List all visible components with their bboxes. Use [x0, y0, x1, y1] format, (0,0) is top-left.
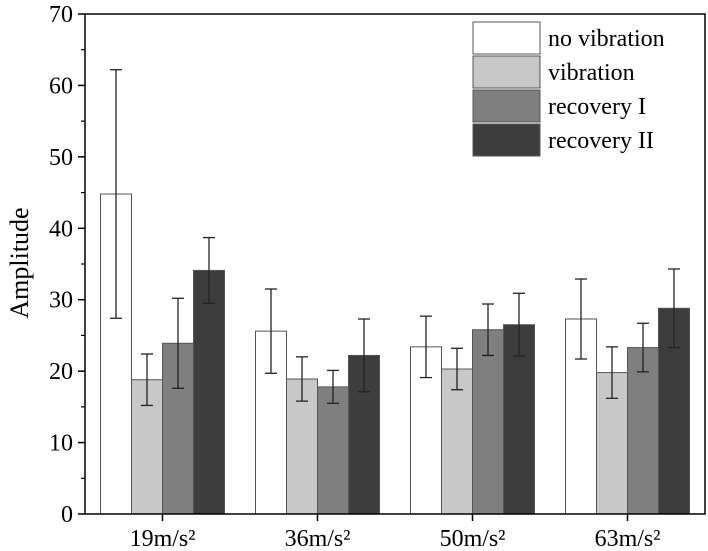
bars: [100, 69, 690, 515]
y-tick-label: 60: [49, 73, 73, 99]
axes: 0 10 20 30 40 50 60 70 19m/s² 36m/s² 50m/s² 63m/s²: [49, 2, 706, 551]
x-tick-label: 63m/s²: [595, 526, 661, 551]
x-tick-label: 19m/s²: [130, 526, 196, 551]
legend: no vibration vibration recovery I recovery …: [472, 21, 665, 157]
y-tick-label: 0: [61, 502, 73, 528]
y-tick-label: 70: [49, 2, 73, 28]
legend-swatch: [472, 89, 541, 123]
x-tick-label: 36m/s²: [285, 526, 351, 551]
legend-swatch: [472, 55, 541, 89]
legend-label: no vibration: [548, 26, 665, 52]
bar: [472, 329, 504, 515]
y-axis-label: Amplitude: [5, 207, 34, 318]
bar: [193, 269, 225, 515]
bar: [627, 347, 659, 515]
bar: [441, 368, 473, 515]
bar: [658, 307, 690, 515]
legend-label: recovery II: [548, 128, 654, 154]
legend-label: vibration: [548, 60, 635, 86]
bar: [317, 386, 349, 515]
y-tick-label: 40: [49, 216, 73, 242]
legend-label: recovery I: [548, 94, 646, 120]
legend-swatch: [472, 21, 541, 55]
y-tick-label: 10: [49, 431, 73, 457]
x-tick-label: 50m/s²: [440, 526, 506, 551]
legend-swatch: [472, 123, 541, 157]
y-tick-label: 30: [49, 288, 73, 314]
y-tick-label: 50: [49, 145, 73, 171]
y-tick-label: 20: [49, 359, 73, 385]
